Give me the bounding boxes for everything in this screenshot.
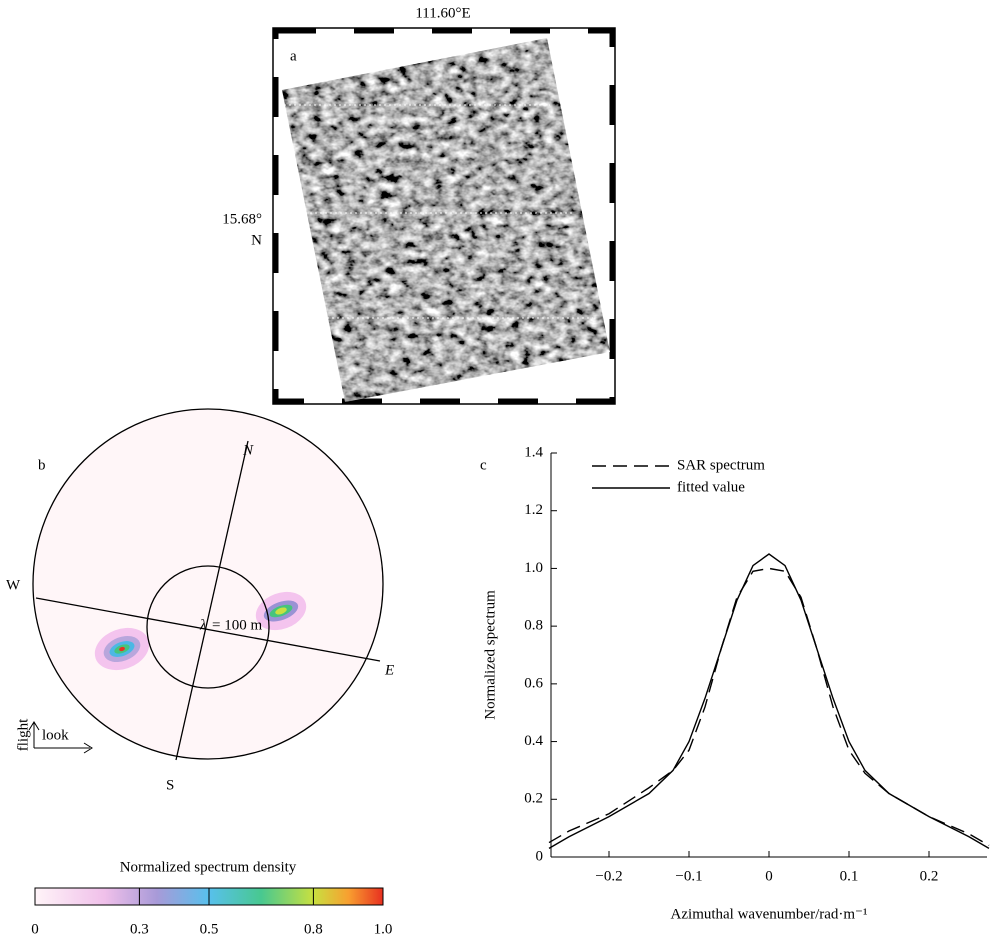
colorbar: Normalized spectrum density 0 0.3 0.5 0.8 1.… (31, 859, 392, 937)
x-tick-label: 0.1 (840, 868, 859, 884)
look-label: look (42, 727, 69, 743)
y-tick-label: 1.4 (524, 444, 543, 460)
panel-b: b N E S W λ = 100 m flight look (6, 408, 394, 793)
outer-circle (32, 408, 384, 760)
east-label: E (384, 662, 394, 678)
lon-label: 111.60°E (415, 5, 470, 21)
we-axis (35, 597, 381, 662)
x-tick-label: 0.2 (920, 868, 939, 884)
x-tick-label: −0.1 (675, 868, 702, 884)
flight-label: flight (15, 718, 31, 751)
colorbar-tick-label: 0.8 (304, 921, 323, 937)
wavelength-symbol: λ (199, 617, 207, 633)
wavelength-text: = 100 m (212, 617, 262, 633)
legend-label: SAR spectrum (677, 457, 765, 473)
panel-a: a 111.60°E 15.68° N (222, 5, 616, 405)
map-frame-ticks (273, 28, 615, 404)
colorbar-title: Normalized spectrum density (120, 859, 297, 875)
line-chart: 0 0.2 0.4 0.6 0.8 1.0 1.2 1.4 −0.2 −0.1 0 0.1 0.2 c Az… (480, 444, 990, 922)
colorbar-tick-label: 0.5 (200, 921, 219, 937)
panel-label: a (290, 48, 297, 64)
x-tick-label: −0.2 (595, 868, 622, 884)
y-tick-label: 0.8 (524, 618, 543, 634)
south-label: S (166, 777, 174, 793)
direction-arrows (28, 721, 93, 754)
panel-label: c (480, 457, 487, 473)
colorbar-tick-label: 0 (31, 921, 39, 937)
y-tick-label: 0.2 (524, 791, 543, 807)
graticule (284, 104, 593, 319)
colorbar-tick-label: 1.0 (374, 921, 393, 937)
y-tick-label: 0.6 (524, 675, 543, 691)
y-tick-label: 0.4 (524, 733, 543, 749)
west-label: W (6, 577, 21, 593)
y-tick-label: 0 (536, 848, 544, 864)
series-line (548, 567, 990, 847)
y-axis-title: Normalized spectrum (482, 590, 498, 720)
spectrum-peak (94, 627, 150, 671)
y-tick-label: 1.0 (524, 560, 543, 576)
x-axis-title: Azimuthal wavenumber/rad·m⁻¹ (671, 906, 868, 922)
y-tick-label: 1.2 (524, 502, 543, 518)
lat-hemisphere: N (251, 232, 262, 248)
x-tick-label: 0 (765, 868, 773, 884)
legend-label: fitted value (677, 479, 745, 495)
ns-axis (175, 440, 249, 761)
panel-label: b (38, 457, 46, 473)
north-label: N (242, 442, 254, 458)
inner-circle (146, 565, 270, 689)
series-line (548, 553, 990, 849)
sar-image (282, 38, 610, 402)
colorbar-tick-label: 0.3 (130, 921, 149, 937)
lat-label: 15.68° (222, 211, 262, 227)
